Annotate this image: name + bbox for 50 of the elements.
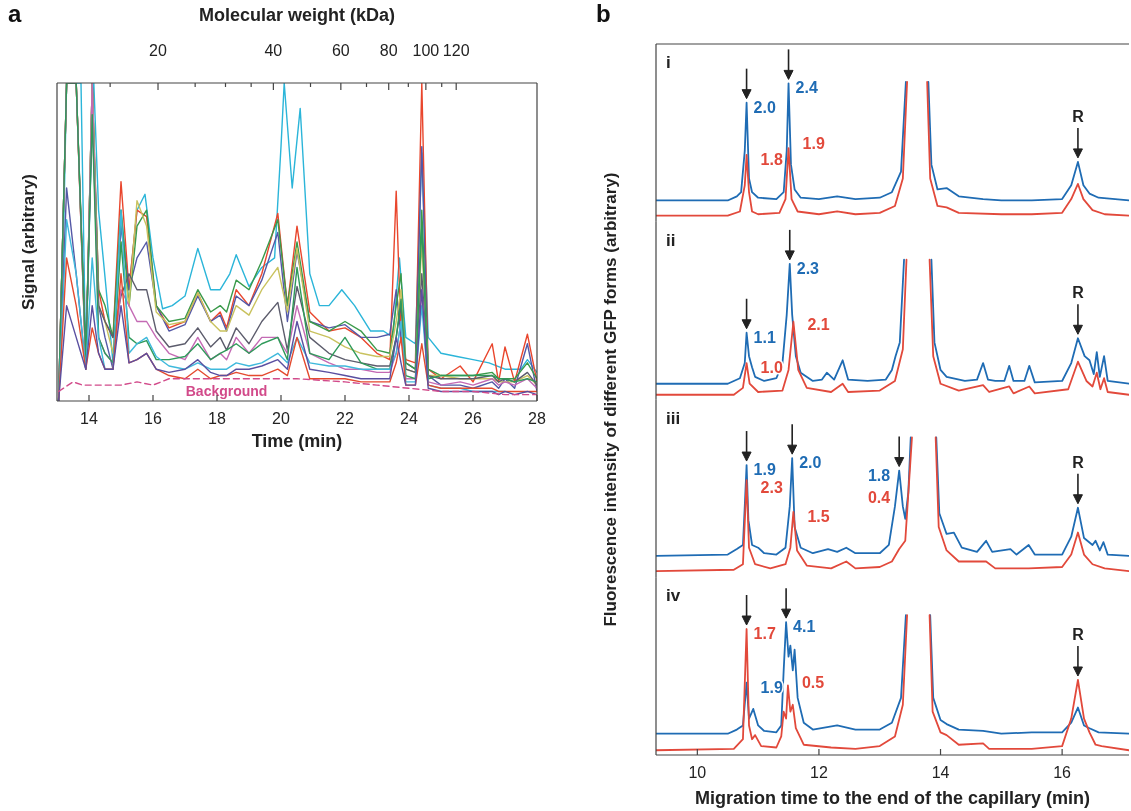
x-tick-label: 16 <box>144 410 162 427</box>
annotation: R <box>1072 107 1085 125</box>
x2-axis-title: Molecular weight (kDa) <box>198 5 396 25</box>
x-tick-label: 14 <box>80 410 98 427</box>
x2-tick-label: 120 <box>442 42 470 59</box>
annotation: R <box>1072 625 1085 643</box>
x-tick-label: 18 <box>208 410 226 427</box>
annotation: 1.5 <box>807 507 830 525</box>
x-tick-label: 22 <box>336 410 354 427</box>
x-tick-label: 10 <box>688 764 707 781</box>
x2-tick-label: 20 <box>149 42 168 59</box>
x-axis-title: Migration time to the end of the capillary (min) <box>694 788 1091 808</box>
y-axis-title: Fluorescence intensity of different GFP forms (arbitrary) <box>601 172 620 627</box>
x2-tick-label: 80 <box>379 42 398 59</box>
annotation: 1.1 <box>753 328 776 346</box>
annotation: 2.3 <box>760 479 783 497</box>
x-tick-label: 24 <box>400 410 418 427</box>
chart-title: ii <box>666 230 676 250</box>
chart-title: i <box>666 53 671 72</box>
x2-tick-label: 100 <box>412 42 440 59</box>
x-tick-label: 12 <box>810 764 828 781</box>
x2-tick-label: 60 <box>331 42 350 59</box>
chart-title: iv <box>666 586 681 606</box>
text: b <box>596 0 611 27</box>
x-tick-label: 26 <box>464 410 482 427</box>
annotation: 2.0 <box>753 98 776 116</box>
x2-tick-label: 40 <box>264 42 283 59</box>
annotation: 2.0 <box>799 454 822 472</box>
annotation: 0.5 <box>801 674 825 692</box>
y-axis-title: Signal (arbitrary) <box>19 173 38 311</box>
annotation: 1.8 <box>760 151 783 169</box>
annotation: 2.4 <box>795 79 818 97</box>
annotation: 1.8 <box>867 466 891 484</box>
text: a <box>8 0 22 27</box>
annotation: 1.7 <box>753 625 776 643</box>
x-tick-label: 20 <box>272 410 290 427</box>
annotation: R <box>1072 284 1085 302</box>
annotation: 2.3 <box>796 259 820 277</box>
annotation: 0.4 <box>867 488 891 506</box>
x-axis-title: Time (min) <box>251 431 343 451</box>
annotation: 1.9 <box>802 135 825 153</box>
annotation: 4.1 <box>793 618 816 636</box>
chart-title: iii <box>666 408 681 428</box>
x-tick-label: 28 <box>528 410 546 427</box>
annotation: 1.9 <box>753 461 776 479</box>
annotation: R <box>1072 453 1085 471</box>
annotation: 2.1 <box>807 315 830 333</box>
series-label: Background <box>185 382 268 399</box>
x-tick-label: 14 <box>931 764 950 781</box>
x-tick-label: 16 <box>1053 764 1072 781</box>
